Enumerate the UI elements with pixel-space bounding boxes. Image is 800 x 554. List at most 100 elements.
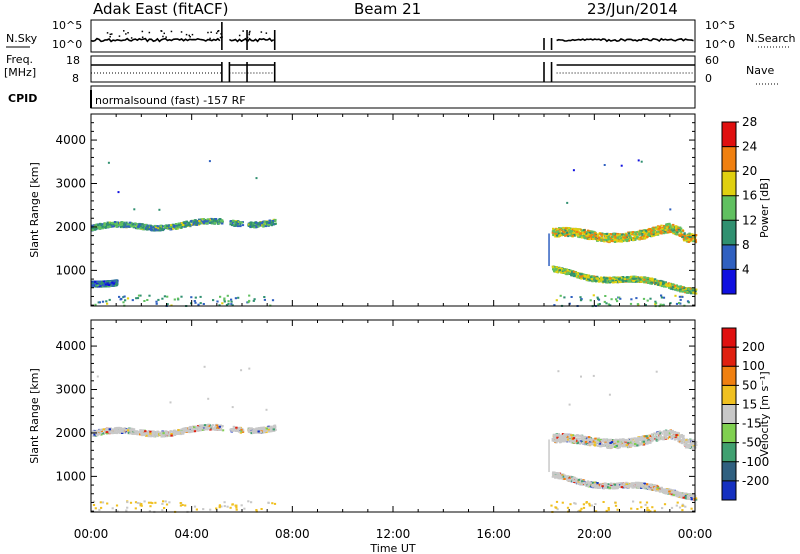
- range-gate-cell: [273, 427, 276, 430]
- ground-scatter-cell: [148, 294, 151, 297]
- range-gate-cell: [606, 277, 610, 280]
- range-gate-cell: [101, 225, 104, 228]
- range-gate-cell: [634, 277, 637, 280]
- range-gate-cell: [654, 283, 657, 286]
- range-gate-cell: [221, 429, 225, 432]
- range-gate-cell: [602, 280, 605, 283]
- range-gate-cell: [175, 433, 179, 435]
- range-gate-cell: [668, 222, 671, 225]
- range-gate-cell: [91, 285, 95, 288]
- range-gate-cell: [254, 431, 257, 433]
- range-gate-cell: [221, 220, 224, 223]
- range-gate-cell: [209, 427, 212, 430]
- range-gate-cell: [626, 279, 629, 282]
- range-gate-cell: [203, 428, 206, 431]
- range-gate-cell: [174, 223, 178, 225]
- range-gate-cell: [268, 430, 271, 433]
- ground-scatter-cell: [120, 297, 123, 300]
- range-gate-cell: [651, 235, 654, 238]
- range-gate-cell: [112, 282, 116, 285]
- range-gate-cell: [198, 427, 201, 430]
- range-gate-cell: [656, 232, 660, 235]
- range-gate-cell: [133, 224, 136, 227]
- range-gate-cell: [643, 281, 646, 284]
- range-gate-cell: [205, 220, 208, 223]
- range-gate-cell: [563, 271, 567, 274]
- range-gate-cell: [115, 280, 118, 283]
- range-gate-cell: [643, 278, 646, 281]
- range-gate-cell: [118, 429, 121, 432]
- ground-scatter-cell: [644, 304, 647, 307]
- range-gate-cell: [134, 222, 137, 225]
- range-gate-cell: [621, 279, 624, 282]
- range-gate-cell: [656, 226, 659, 229]
- ground-scatter-cell: [218, 304, 221, 307]
- range-gate-cell: [231, 222, 234, 225]
- ground-scatter-cell: [607, 303, 610, 306]
- range-gate-cell: [575, 230, 578, 233]
- range-gate-cell: [590, 276, 593, 279]
- range-gate-cell: [692, 291, 695, 294]
- range-gate-cell: [670, 286, 673, 289]
- range-gate-cell: [102, 428, 105, 431]
- ground-scatter-cell: [225, 304, 229, 306]
- range-gate-cell: [173, 432, 176, 435]
- range-gate-cell: [555, 268, 558, 270]
- range-gate-cell: [601, 239, 604, 242]
- noise-tick-right-low: 10^0: [705, 38, 735, 51]
- range-gate-cell: [586, 229, 590, 232]
- range-gate-cell: [105, 429, 108, 432]
- range-gate-cell: [635, 237, 638, 240]
- range-gate-cell: [235, 426, 238, 429]
- range-gate-cell: [622, 235, 625, 237]
- range-gate-cell: [629, 280, 632, 283]
- ground-scatter-cell: [230, 303, 233, 306]
- range-gate-cell: [570, 232, 574, 235]
- range-gate-cell: [249, 223, 252, 226]
- range-gate-cell: [586, 274, 590, 277]
- range-gate-cell: [153, 226, 156, 229]
- nsearch-point: [249, 30, 251, 33]
- range-gate-cell: [638, 233, 641, 236]
- range-gate-cell: [671, 283, 675, 286]
- range-gate-cell: [654, 233, 658, 236]
- range-gate-cell: [686, 239, 689, 241]
- range-gate-cell: [146, 434, 150, 437]
- sparse-cell: [669, 208, 672, 211]
- range-gate-cell: [97, 227, 100, 230]
- range-gate-cell: [604, 280, 607, 283]
- ground-scatter-cell: [681, 295, 684, 298]
- range-gate-cell: [623, 278, 626, 281]
- range-gate-cell: [112, 221, 115, 224]
- range-gate-cell: [605, 277, 608, 280]
- range-gate-cell: [177, 432, 181, 435]
- range-gate-cell: [659, 230, 662, 233]
- range-gate-cell: [210, 221, 213, 224]
- range-gate-cell: [618, 233, 621, 236]
- range-gate-cell: [647, 232, 651, 235]
- range-gate-cell: [196, 221, 200, 224]
- range-gate-cell: [609, 233, 613, 236]
- range-gate-cell: [236, 222, 240, 225]
- range-gate-cell: [638, 277, 641, 280]
- range-gate-cell: [168, 224, 171, 227]
- ground-scatter-cell: [660, 296, 663, 299]
- range-gate-cell: [138, 430, 141, 433]
- range-gate-cell: [592, 230, 595, 233]
- range-gate-cell: [617, 278, 621, 280]
- range-gate-cell: [266, 222, 269, 225]
- range-gate-cell: [647, 228, 650, 231]
- range-gate-cell: [640, 439, 643, 442]
- sparse-cell: [572, 169, 575, 172]
- range-gate-cell: [203, 218, 207, 221]
- range-gate-cell: [101, 432, 105, 435]
- range-gate-cell: [149, 224, 152, 227]
- nsearch-point: [260, 31, 263, 33]
- range-gate-cell: [690, 237, 694, 240]
- range-gate-cell: [675, 229, 678, 232]
- nsky-trace: [90, 37, 221, 43]
- range-gate-cell: [639, 230, 642, 233]
- range-gate-cell: [627, 232, 630, 235]
- ground-scatter-cell: [234, 297, 237, 300]
- range-gate-cell: [168, 431, 171, 434]
